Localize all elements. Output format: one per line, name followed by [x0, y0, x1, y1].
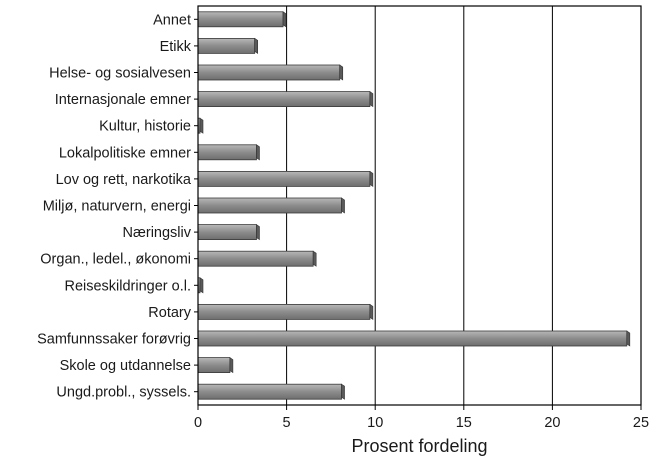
category-label: Ungd.probl., syssels. [56, 385, 191, 401]
bar [197, 277, 204, 294]
category-label: Reiseskildringer o.l. [64, 278, 191, 294]
bar-end-cap [254, 37, 259, 54]
x-tick-label: 15 [456, 415, 472, 431]
bar [197, 250, 317, 267]
category-label: Kultur, historie [99, 119, 191, 135]
category-label: Annet [153, 12, 191, 28]
bar [197, 197, 345, 214]
category-label: Internasjonale emner [55, 92, 191, 108]
bar [197, 117, 204, 134]
category-label: Lokalpolitiske emner [59, 145, 191, 161]
bar-body [197, 64, 341, 81]
category-label: Lov og rett, narkotika [56, 172, 192, 188]
bar-end-cap [369, 91, 374, 108]
category-label: Samfunnssaker forøvrig [37, 332, 191, 348]
bar-body [197, 170, 371, 187]
x-tick-labels: 0 5 10 15 20 25 [194, 405, 649, 431]
x-tick-label: 5 [283, 415, 291, 431]
bar-body [197, 38, 256, 54]
bar-end-cap [341, 197, 345, 214]
bar [197, 357, 234, 374]
bar [197, 144, 260, 161]
bar-body [197, 91, 371, 107]
bar-end-cap [369, 170, 374, 187]
bar-body [197, 383, 342, 400]
bar-end-cap [256, 144, 260, 161]
bar-body [197, 357, 231, 374]
bar [197, 64, 344, 81]
bar-body [197, 330, 628, 347]
category-labels: Annet Etikk Helse- og sosialvesen Internasj… [37, 12, 198, 401]
bar-end-cap [199, 277, 204, 294]
bars [197, 11, 631, 400]
bar-body [197, 197, 342, 214]
x-tick-label: 10 [367, 415, 383, 431]
bar [197, 11, 287, 28]
x-tick-label: 25 [633, 415, 649, 431]
category-label: Helse- og sosialvesen [49, 66, 191, 82]
category-label: Etikk [160, 39, 192, 55]
bar-body [197, 144, 257, 161]
bar [197, 383, 345, 400]
bar-body [197, 250, 314, 267]
x-tick-label: 20 [544, 415, 560, 431]
bar-end-cap [339, 64, 344, 81]
bar [197, 224, 260, 241]
bar [197, 303, 374, 320]
category-label: Miljø, naturvern, energi [43, 199, 191, 215]
bar-end-cap [256, 224, 260, 241]
bar-end-cap [626, 330, 631, 347]
bar-end-cap [229, 357, 234, 374]
category-label: Skole og utdannelse [60, 358, 191, 374]
bar [197, 330, 631, 347]
bar-end-cap [199, 117, 204, 134]
bar-body [197, 11, 284, 28]
x-tick-label: 0 [194, 415, 202, 431]
bar [197, 91, 374, 108]
bar-end-cap [369, 303, 374, 320]
bar-end-cap [341, 383, 345, 400]
bar [197, 37, 259, 54]
bar-body [197, 224, 257, 241]
plot-frame [197, 5, 642, 406]
bar-end-cap [312, 250, 317, 267]
category-label: Organ., ledel., økonomi [40, 252, 191, 268]
category-label: Rotary [148, 305, 191, 321]
bar [197, 170, 374, 187]
category-label: Næringsliv [123, 225, 192, 241]
x-axis-title: Prosent fordeling [351, 436, 487, 456]
bar-body [197, 303, 371, 320]
bar-end-cap [282, 11, 287, 28]
